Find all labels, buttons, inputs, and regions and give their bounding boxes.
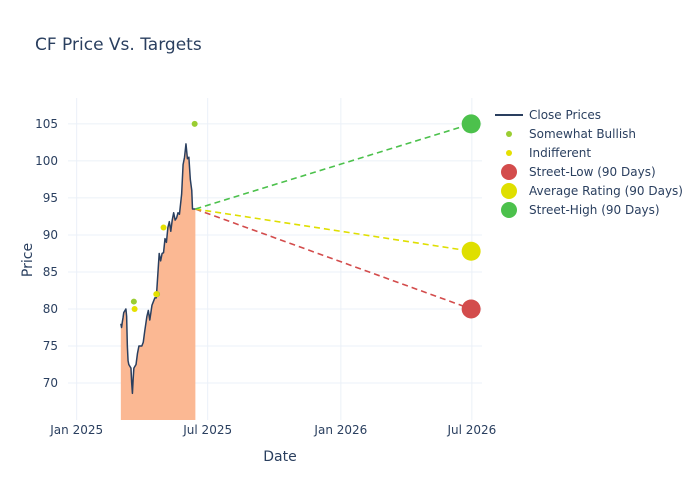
rating-point bbox=[130, 298, 137, 305]
close-price-line bbox=[120, 143, 196, 395]
legend-label: Indifferent bbox=[529, 146, 591, 160]
y-tick-label: 85 bbox=[43, 265, 58, 279]
chart-title: CF Price Vs. Targets bbox=[35, 35, 202, 55]
legend-dot-swatch bbox=[506, 150, 512, 156]
rating-point bbox=[191, 120, 198, 127]
target-dashed-line bbox=[195, 123, 472, 210]
y-tick-label: 105 bbox=[35, 117, 58, 131]
target-marker bbox=[461, 114, 481, 134]
y-tick-label: 90 bbox=[43, 228, 58, 242]
y-tick-label: 95 bbox=[43, 191, 58, 205]
rating-point bbox=[153, 291, 160, 298]
target-marker bbox=[461, 299, 481, 319]
close-price-area bbox=[120, 143, 196, 420]
y-tick-label: 100 bbox=[35, 154, 58, 168]
y-tick-label: 75 bbox=[43, 339, 58, 353]
legend-marker-swatch bbox=[501, 202, 517, 218]
x-tick-label: Jan 2026 bbox=[313, 423, 367, 437]
rating-point bbox=[160, 224, 167, 231]
y-axis-label: Price bbox=[20, 243, 36, 277]
target-dashed-line bbox=[195, 208, 472, 253]
x-tick-label: Jul 2025 bbox=[182, 423, 232, 437]
legend-label: Street-High (90 Days) bbox=[529, 203, 660, 217]
y-tick-label: 80 bbox=[43, 302, 58, 316]
y-tick-label: 70 bbox=[43, 376, 58, 390]
target-dashed-line bbox=[195, 208, 472, 310]
legend-label: Street-Low (90 Days) bbox=[529, 165, 656, 179]
x-axis-label: Date bbox=[263, 449, 296, 465]
legend-marker-swatch bbox=[501, 164, 517, 180]
legend: Close Prices Somewhat Bullish Indifferent S… bbox=[495, 108, 683, 218]
x-tick-label: Jan 2025 bbox=[49, 423, 103, 437]
legend-marker-swatch bbox=[501, 183, 517, 199]
target-marker bbox=[461, 241, 481, 261]
legend-dot-swatch bbox=[506, 131, 512, 137]
legend-label: Somewhat Bullish bbox=[529, 127, 636, 141]
axis-layer: 70 75 80 85 90 95 100 105 Jan 2025 Jul 2025 Jan 20… bbox=[35, 117, 496, 437]
rating-point bbox=[131, 305, 138, 312]
x-tick-label: Jul 2026 bbox=[446, 423, 496, 437]
legend-label: Close Prices bbox=[529, 108, 601, 122]
data-layer bbox=[120, 114, 481, 420]
legend-label: Average Rating (90 Days) bbox=[529, 184, 683, 198]
